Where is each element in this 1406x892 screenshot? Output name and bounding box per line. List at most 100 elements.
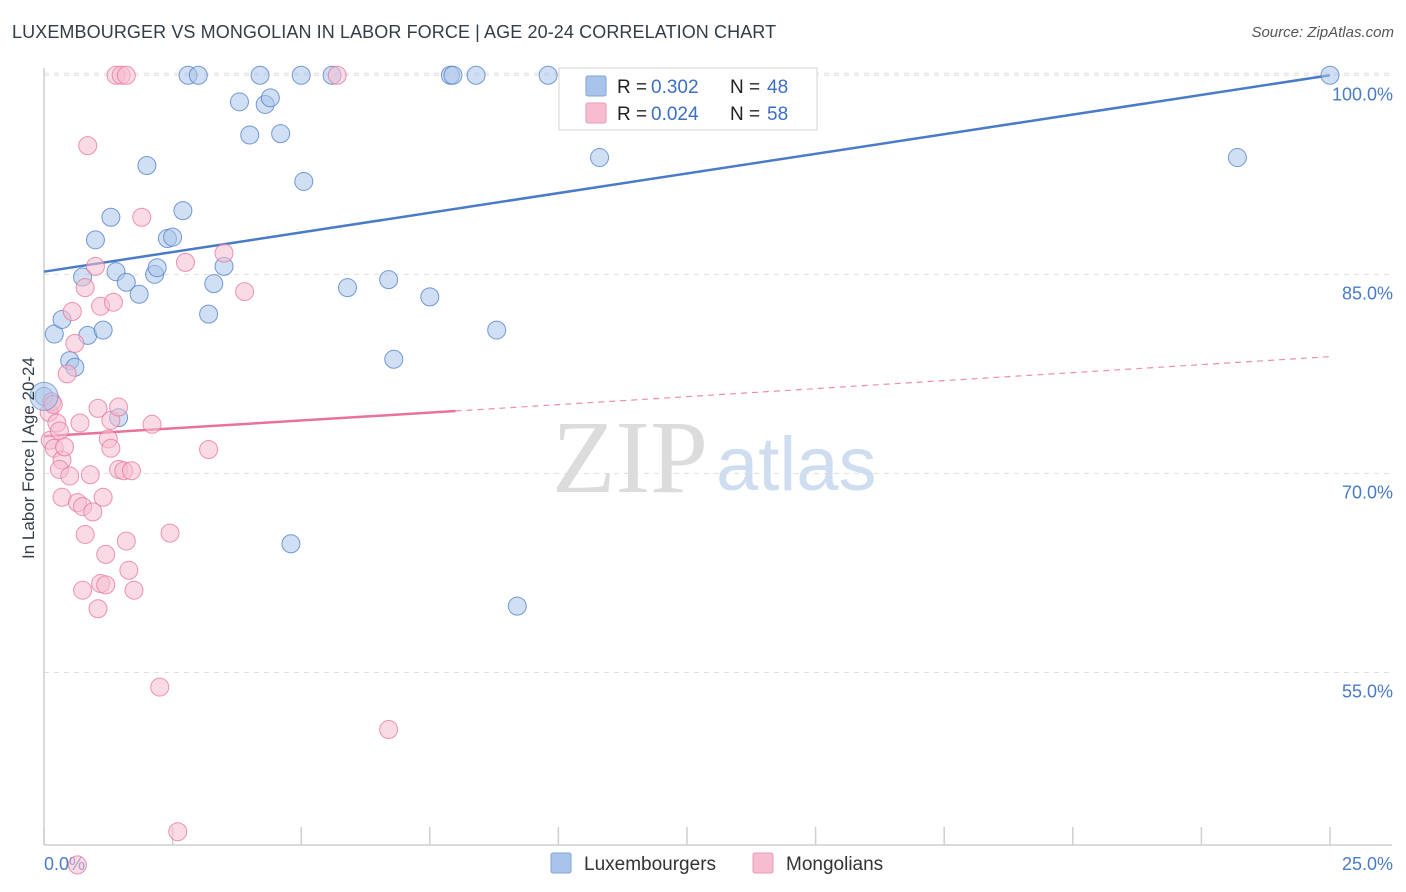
y-axis-label: In Labor Force | Age 20-24 — [19, 357, 38, 559]
legend-n-label-1: N = — [730, 77, 760, 98]
luxembourger-point — [420, 287, 440, 307]
luxembourger-point — [147, 258, 167, 278]
watermark-zip: ZIP — [552, 400, 708, 515]
mongolian-point — [55, 437, 75, 457]
mongolian-point — [78, 136, 98, 156]
source-label: Source: ZipAtlas.com — [1251, 24, 1394, 41]
mongolian-point — [93, 487, 113, 507]
y-tick-label: 70.0% — [1342, 482, 1393, 502]
mongolian-point — [57, 364, 77, 384]
mongolian-point — [327, 65, 347, 85]
series-legend-swatch-luxembourgers — [550, 852, 572, 874]
data-points — [29, 65, 1340, 875]
legend-n-value-2: 58 — [767, 104, 788, 125]
mongolian-point — [49, 421, 69, 441]
mongolian-point — [96, 544, 116, 564]
y-tick-label: 55.0% — [1342, 681, 1393, 701]
luxembourger-point — [281, 534, 301, 554]
series-legend-mongolians: Mongolians — [786, 854, 883, 875]
luxembourger-trend-line — [43, 74, 1331, 273]
chart-title: LUXEMBOURGER VS MONGOLIAN IN LABOR FORCE… — [12, 22, 777, 42]
mongolian-point — [67, 855, 87, 875]
legend-r-value-2: 0.024 — [651, 104, 699, 125]
mongolian-point — [142, 414, 162, 434]
mongolian-point — [121, 461, 141, 481]
mongolian-point — [116, 65, 136, 85]
luxembourger-point — [507, 596, 527, 616]
y-tick-label: 100.0% — [1332, 84, 1393, 104]
mongolian-point — [73, 580, 93, 600]
mongolian-point — [168, 822, 188, 842]
grid-lines — [44, 72, 1392, 673]
mongolian-point — [83, 502, 103, 522]
luxembourger-point — [379, 270, 399, 290]
mongolian-point — [75, 278, 95, 298]
series-legend-swatch-mongolians — [752, 852, 774, 874]
legend-r-label-2: R = — [617, 104, 647, 125]
luxembourger-point — [199, 304, 219, 324]
stats-legend: R = 0.302 N = 48 R = 0.024 N = 58 — [558, 67, 818, 131]
luxembourger-point — [163, 227, 183, 247]
luxembourger-point — [260, 88, 280, 108]
luxembourger-point — [204, 274, 224, 294]
legend-r-value-1: 0.302 — [651, 77, 699, 98]
legend-r-label-1: R = — [617, 77, 647, 98]
luxembourger-point — [93, 320, 113, 340]
mongolian-point — [103, 292, 123, 312]
mongolian-point — [85, 256, 105, 276]
mongolian-point — [75, 524, 95, 544]
legend-swatch-mongolians — [585, 102, 607, 124]
luxembourger-point — [250, 65, 270, 85]
luxembourger-point — [44, 324, 64, 344]
luxembourger-point — [1227, 148, 1247, 168]
mongolian-point — [119, 560, 139, 580]
mongolian-point — [65, 333, 85, 353]
watermark: ZIP atlas — [552, 400, 877, 515]
luxembourger-point — [85, 230, 105, 250]
mongolian-point — [101, 438, 121, 458]
luxembourger-point-large — [29, 381, 59, 411]
x-tick-label: 25.0% — [1342, 854, 1393, 874]
mongolian-point — [124, 580, 144, 600]
legend-swatch-luxembourgers — [585, 75, 607, 97]
luxembourger-point — [116, 272, 136, 292]
series-legend-luxembourgers: Luxembourgers — [584, 854, 716, 875]
mongolian-point — [160, 523, 180, 543]
luxembourger-point — [173, 201, 193, 221]
luxembourger-point — [384, 349, 404, 369]
series-legend: Luxembourgers Mongolians — [550, 852, 883, 875]
luxembourger-point — [1320, 65, 1340, 85]
luxembourger-point — [129, 284, 149, 304]
luxembourger-point — [101, 207, 121, 227]
luxembourger-point — [229, 92, 249, 112]
mongolian-point — [96, 575, 116, 595]
luxembourger-point — [337, 278, 357, 298]
luxembourger-point — [443, 65, 463, 85]
mongolian-point — [70, 413, 90, 433]
mongolian-point — [379, 720, 399, 740]
mongolian-point — [235, 282, 255, 302]
axes — [43, 68, 1392, 846]
mongolian-point — [150, 677, 170, 697]
luxembourger-point — [271, 124, 291, 144]
luxembourger-point — [188, 65, 208, 85]
mongolian-trend-extension — [455, 356, 1331, 412]
watermark-atlas: atlas — [716, 422, 877, 507]
luxembourger-point — [137, 156, 157, 176]
mongolian-point — [132, 207, 152, 227]
luxembourger-point — [294, 171, 314, 191]
legend-n-label-2: N = — [730, 104, 760, 125]
luxembourger-point — [538, 65, 558, 85]
mongolian-point — [88, 599, 108, 619]
luxembourger-point — [487, 320, 507, 340]
luxembourger-point — [590, 148, 610, 168]
mongolian-point — [80, 465, 100, 485]
mongolian-point — [175, 252, 195, 272]
legend-n-value-1: 48 — [767, 77, 788, 98]
mongolian-point — [88, 398, 108, 418]
mongolian-point — [116, 531, 136, 551]
luxembourger-point — [466, 65, 486, 85]
mongolian-point — [60, 466, 80, 486]
mongolian-point — [214, 243, 234, 263]
